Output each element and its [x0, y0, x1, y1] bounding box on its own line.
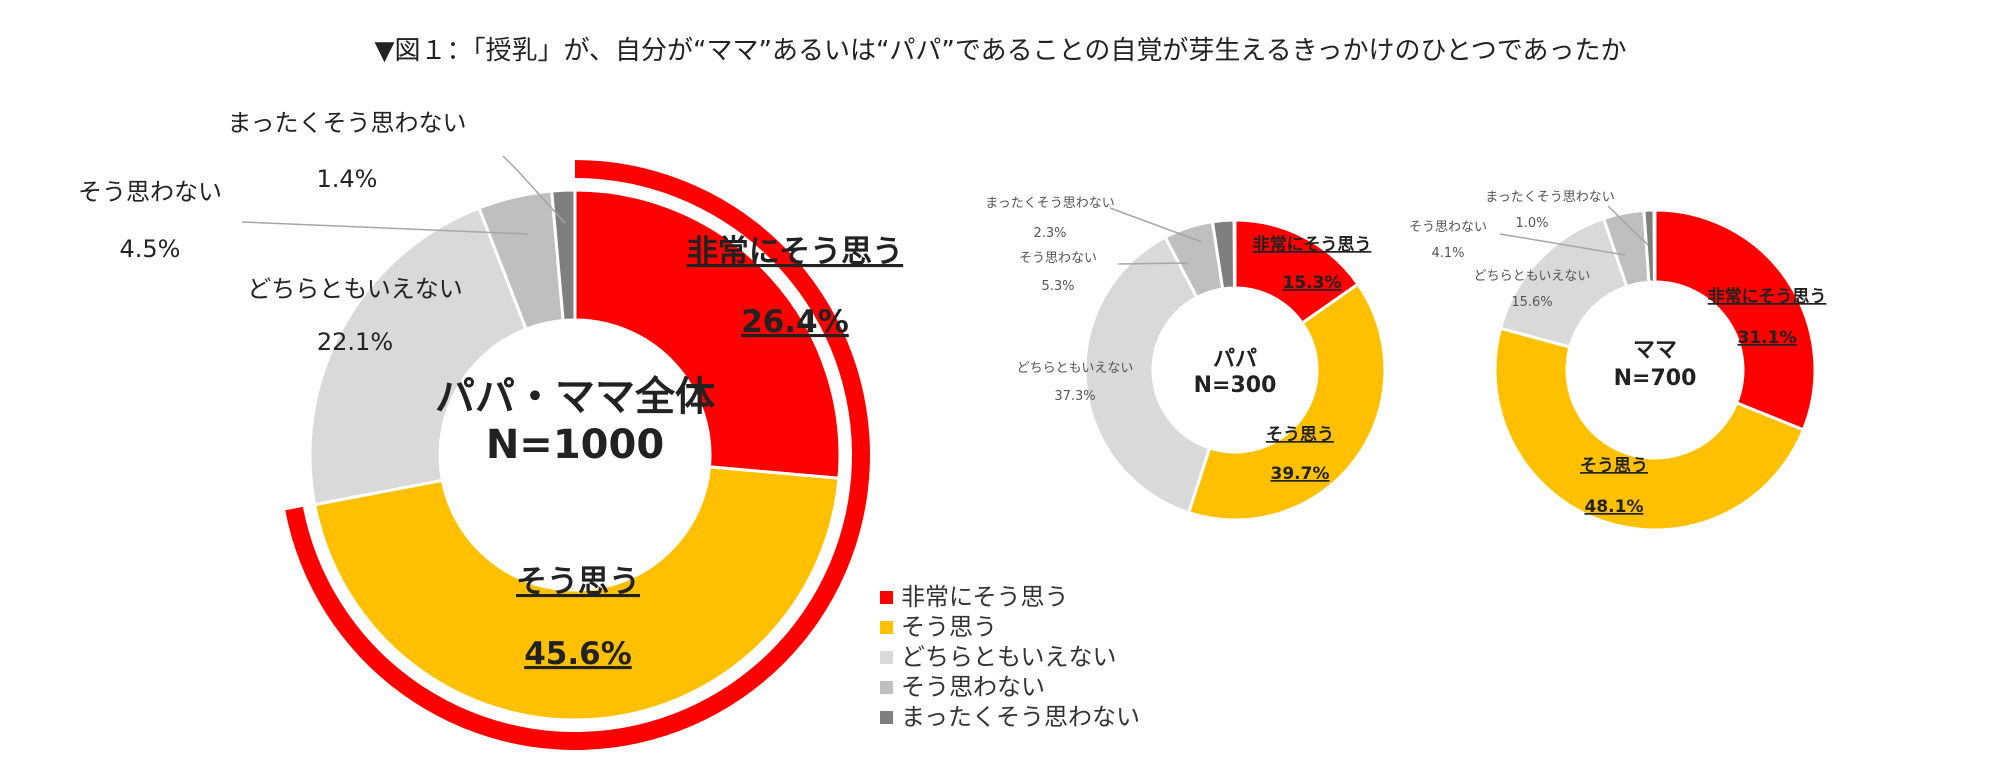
leader-line: [1117, 262, 1189, 265]
slice-value-agree: 39.7%: [1271, 464, 1330, 484]
slice-label-agree: そう思う: [1266, 425, 1334, 445]
legend-label: まったくそう思わない: [901, 703, 1141, 731]
slice-value-neutral: 37.3%: [1054, 389, 1095, 404]
center-label-title: パパ: [1213, 347, 1257, 372]
slice-label-agree: そう思う: [1580, 456, 1648, 476]
legend-item-very-agree: 非常にそう思う: [880, 582, 1140, 612]
leader-line: [1607, 205, 1649, 246]
leader-line: [1109, 207, 1203, 243]
center-label-title: ママ: [1633, 338, 1677, 363]
center-label-n: N=300: [1194, 373, 1277, 398]
slice-value-very-agree: 26.4%: [741, 304, 849, 340]
leader-line: [502, 155, 566, 224]
slice-value-strongly-disagree: 1.0%: [1515, 216, 1548, 231]
center-label-n: N=700: [1614, 366, 1697, 391]
slice-label-neutral: どちらともいえない: [1474, 269, 1591, 284]
slice-label-disagree: そう思わない: [1409, 220, 1487, 235]
slice-value-very-agree: 31.1%: [1738, 328, 1797, 348]
legend-label: 非常にそう思う: [901, 583, 1069, 611]
slice-value-strongly-disagree: 1.4%: [317, 165, 378, 193]
center-label-title: パパ・ママ全体: [435, 374, 715, 420]
legend-swatch-neutral: [880, 650, 893, 664]
donut-1-slice-agree: [1186, 282, 1387, 522]
donut-1-slice-neutral: [1083, 235, 1212, 515]
slice-label-disagree: そう思わない: [1019, 251, 1097, 266]
legend-swatch-strongly-disagree: [880, 710, 893, 724]
donut-0-slice-very-agree: [573, 188, 842, 480]
slice-value-strongly-disagree: 2.3%: [1033, 226, 1066, 241]
slice-label-strongly-disagree: まったくそう思わない: [227, 109, 466, 137]
slice-value-disagree: 5.3%: [1041, 279, 1074, 294]
slice-value-agree: 45.6%: [524, 636, 632, 672]
slice-value-neutral: 15.6%: [1511, 295, 1552, 310]
slice-value-disagree: 4.5%: [120, 235, 181, 263]
slice-value-agree: 48.1%: [1585, 497, 1644, 517]
leader-line: [1499, 233, 1626, 256]
slice-value-neutral: 22.1%: [317, 328, 393, 356]
center-label-n: N=1000: [486, 422, 664, 468]
legend-item-strongly-disagree: まったくそう思わない: [880, 702, 1140, 732]
slice-label-very-agree: 非常にそう思う: [687, 234, 903, 270]
donut-2-slice-agree: [1493, 326, 1806, 532]
donut-1-slice-strongly-disagree: [1210, 218, 1236, 291]
legend: 非常にそう思う そう思う どちらともいえない そう思わない まったくそう思わない: [880, 582, 1140, 732]
legend-swatch-disagree: [880, 680, 893, 694]
legend-item-neutral: どちらともいえない: [880, 642, 1140, 672]
slice-label-agree: そう思う: [516, 564, 640, 600]
donut-2-slice-very-agree: [1653, 208, 1817, 432]
slice-label-neutral: どちらともいえない: [1017, 361, 1134, 376]
legend-label: そう思う: [901, 613, 997, 641]
slice-label-very-agree: 非常にそう思う: [1253, 234, 1372, 255]
slice-label-disagree: そう思わない: [78, 178, 222, 206]
donut-0-slice-agree: [312, 465, 841, 722]
donut-0-slice-strongly-disagree: [550, 188, 577, 323]
legend-label: どちらともいえない: [901, 643, 1117, 671]
legend-swatch-agree: [880, 620, 893, 634]
legend-swatch-very-agree: [880, 590, 893, 604]
slice-value-very-agree: 15.3%: [1283, 273, 1342, 293]
slice-value-disagree: 4.1%: [1431, 246, 1464, 261]
slice-label-neutral: どちらともいえない: [247, 275, 463, 303]
legend-item-agree: そう思う: [880, 612, 1140, 642]
slice-label-strongly-disagree: まったくそう思わない: [1485, 190, 1614, 205]
legend-label: そう思わない: [901, 673, 1045, 701]
legend-item-disagree: そう思わない: [880, 672, 1140, 702]
chart-title: ▼図１：「授乳」が、自分が“ママ”あるいは“パパ”であることの自覚が芽生えるきっ…: [374, 36, 1627, 66]
slice-label-strongly-disagree: まったくそう思わない: [985, 196, 1114, 211]
leader-line: [241, 221, 529, 235]
slice-label-very-agree: 非常にそう思う: [1708, 286, 1827, 307]
donut-2-slice-strongly-disagree: [1642, 208, 1656, 284]
donut-0-slice-neutral: [308, 206, 529, 507]
